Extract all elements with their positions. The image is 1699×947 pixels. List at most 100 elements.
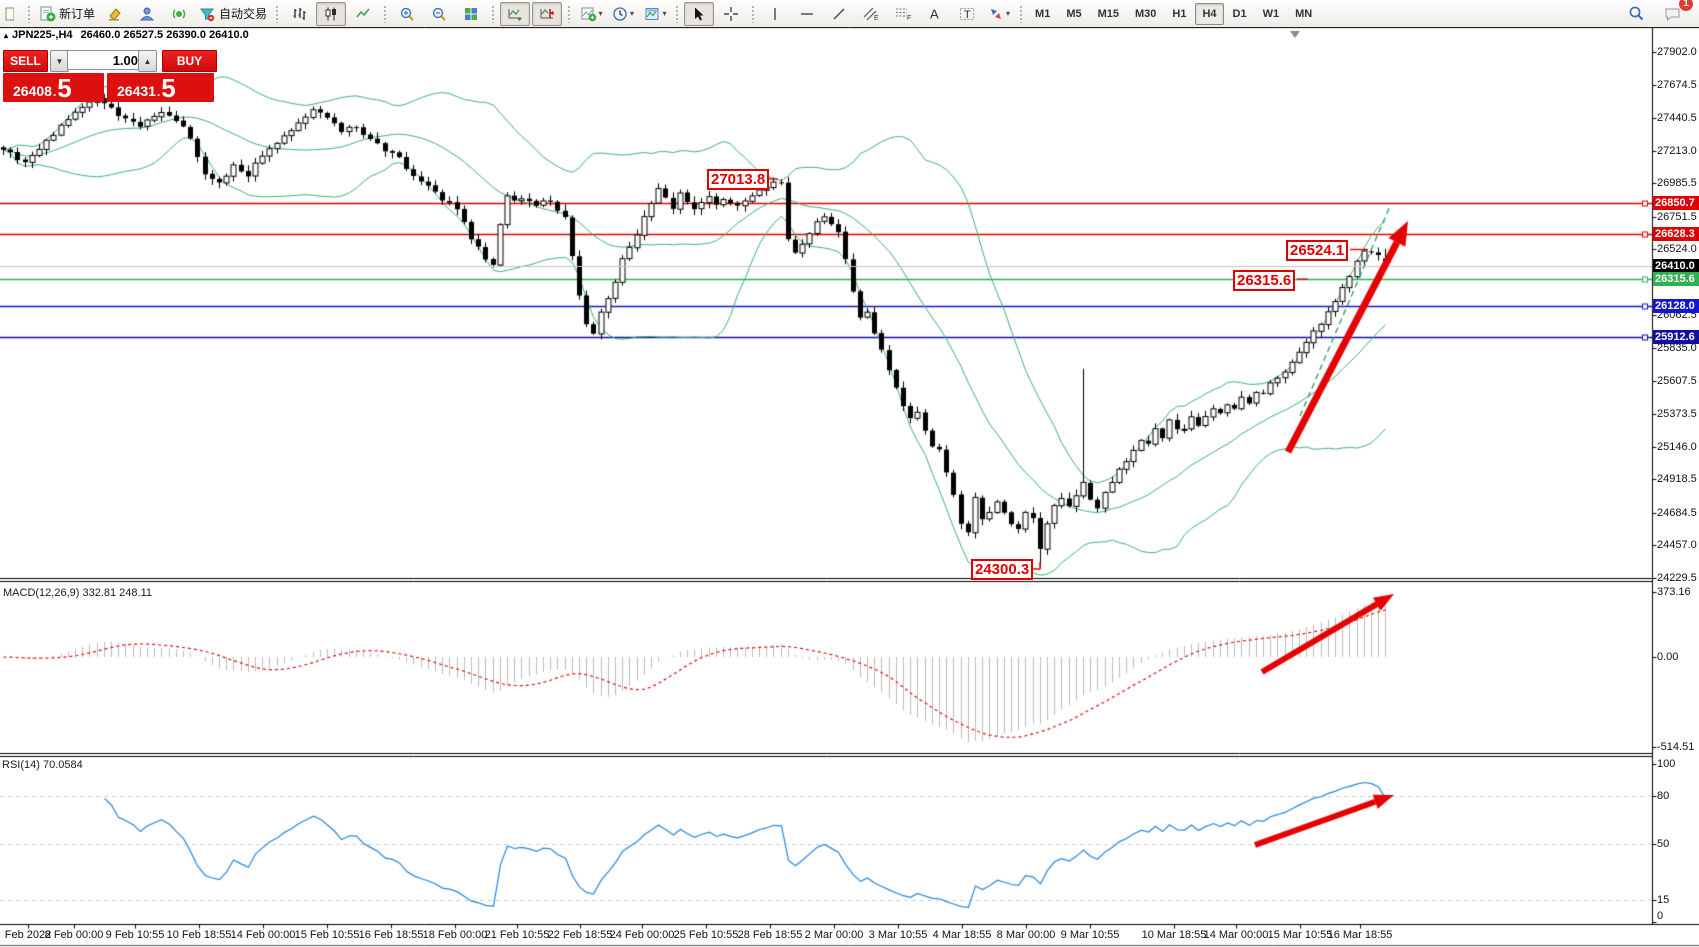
new-order-button[interactable]: 新订单: [36, 2, 98, 26]
macd-scale-label: 373.16: [1657, 585, 1691, 598]
time-axis-label: 22 Feb 18:55: [547, 929, 613, 941]
price-axis-tick: 25607.5: [1657, 374, 1697, 387]
timeframe-h4[interactable]: H4: [1195, 2, 1224, 25]
svg-text:A: A: [930, 6, 939, 21]
sell-price-display[interactable]: 26408 . 5: [3, 73, 104, 102]
zoom-out-button[interactable]: [424, 2, 454, 26]
sell-price-main: 26408: [13, 83, 52, 99]
chevron-down-icon: ▾: [1006, 9, 1011, 18]
vertical-line-tool[interactable]: [760, 2, 790, 26]
notifications-button[interactable]: 1: [1658, 0, 1693, 26]
time-axis-label: 9 Mar 10:55: [1060, 929, 1120, 941]
time-axis-label: 4 Mar 18:55: [932, 929, 992, 941]
new-order-icon: [40, 6, 56, 21]
new-order-label: 新订单: [59, 7, 96, 21]
templates-button[interactable]: ▾: [640, 2, 670, 26]
zoom-in-button[interactable]: [392, 2, 422, 26]
notification-badge: 1: [1679, 0, 1693, 11]
price-axis-tick: 26985.5: [1657, 177, 1697, 190]
chat-bubble-icon: [1665, 8, 1680, 21]
crosshair-tool-button[interactable]: [716, 2, 746, 26]
timeframe-h1[interactable]: H1: [1172, 7, 1187, 20]
accounts-button[interactable]: [132, 2, 162, 26]
sell-button[interactable]: SELL: [3, 50, 48, 72]
toolbar-grip: [567, 4, 573, 23]
price-axis-tick: 24918.5: [1657, 473, 1697, 486]
indicators-icon: [581, 7, 596, 21]
volume-input[interactable]: [67, 50, 143, 70]
timeframe-d1[interactable]: D1: [1232, 7, 1247, 20]
toolbar-grip: [275, 4, 281, 23]
time-axis-label: 2 Mar 00:00: [804, 929, 864, 941]
rsi-scale-label: 50: [1657, 838, 1670, 850]
rsi-scale-label: 100: [1657, 758, 1676, 770]
candlestick-chart-button[interactable]: [316, 1, 347, 26]
volume-decrease-button[interactable]: ▼: [50, 50, 69, 72]
buy-price-display[interactable]: 26431 . 5: [107, 73, 214, 102]
periods-button[interactable]: ▾: [608, 2, 638, 26]
text-label-tool[interactable]: T: [952, 2, 982, 26]
search-button[interactable]: [1621, 2, 1651, 26]
chart-shift-button[interactable]: [532, 1, 563, 26]
time-axis-label: 16 Mar 18:55: [1327, 929, 1393, 941]
eraser-button[interactable]: [100, 2, 130, 26]
time-axis-label: 16 Feb 18:55: [358, 929, 424, 941]
indicators-button[interactable]: ▾: [576, 2, 606, 26]
chart-title-row: ▴ JPN225-,H4 26460.0 26527.5 26390.0 264…: [2, 29, 249, 41]
text-tool[interactable]: A: [920, 2, 950, 26]
arrows-tool[interactable]: ▾: [984, 2, 1014, 26]
template-icon: [645, 7, 659, 20]
price-callout-label[interactable]: 26524.1: [1286, 240, 1349, 261]
timeframe-m5[interactable]: M5: [1066, 7, 1082, 20]
price-axis-tick: 27902.0: [1657, 46, 1697, 58]
buy-price-big-digit: 5: [161, 73, 176, 103]
price-axis-marker: 25912.6: [1653, 329, 1699, 344]
cursor-tool-button[interactable]: [684, 1, 715, 26]
auto-trading-button[interactable]: 自动交易: [196, 2, 270, 26]
price-axis-tick: 27440.5: [1657, 112, 1697, 125]
chart-canvas[interactable]: [0, 27, 1699, 947]
signal-icon: [172, 9, 186, 18]
bar-chart-button[interactable]: [284, 2, 314, 26]
price-axis-tick: 24457.0: [1657, 539, 1697, 552]
user-icon: [139, 7, 155, 20]
trendline-tool[interactable]: [824, 2, 854, 26]
price-callout-label[interactable]: 26315.6: [1233, 270, 1296, 291]
horizontal-line-tool[interactable]: [792, 2, 822, 26]
line-chart-button[interactable]: [348, 2, 378, 26]
search-icon: [1629, 6, 1644, 20]
price-callout-label[interactable]: 24300.3: [971, 559, 1034, 580]
rsi-indicator-label: RSI(14) 70.0584: [2, 759, 83, 771]
timeframe-m1[interactable]: M1: [1035, 7, 1051, 20]
time-axis-label: 10 Mar 18:55: [1141, 929, 1207, 941]
auto-scroll-icon: [508, 8, 523, 21]
arrows-shapes-icon: [991, 8, 1002, 19]
time-axis-label: 3 Mar 10:55: [868, 929, 928, 941]
timeframe-mn[interactable]: MN: [1295, 7, 1313, 20]
time-axis-label: 24 Feb 00:00: [609, 929, 675, 941]
text-a-icon: A: [930, 6, 939, 21]
volume-increase-button[interactable]: ▲: [138, 50, 157, 72]
trendline-icon: [833, 8, 845, 19]
fibonacci-tool[interactable]: F: [888, 2, 918, 26]
auto-scroll-button[interactable]: [500, 1, 531, 26]
svg-text:E: E: [874, 15, 879, 22]
cursor-icon: [695, 7, 704, 20]
signals-button[interactable]: [164, 2, 194, 26]
timeframe-m30[interactable]: M30: [1135, 7, 1157, 20]
time-axis-label: Feb 2022: [4, 929, 52, 941]
tile-windows-button[interactable]: [456, 2, 486, 26]
timeframe-w1[interactable]: W1: [1262, 7, 1280, 20]
eraser-icon: [109, 7, 121, 21]
buy-button[interactable]: BUY: [162, 50, 217, 72]
price-axis-marker: 26628.3: [1653, 227, 1699, 242]
price-callout-label[interactable]: 27013.8: [707, 169, 770, 190]
equidistant-channel-tool[interactable]: E: [856, 2, 886, 26]
buy-price-main: 26431: [117, 83, 156, 99]
price-axis-marker: 26128.0: [1653, 299, 1699, 314]
bar-chart-icon: [293, 7, 306, 20]
toolbar-right: 1: [1620, 0, 1699, 26]
timeframe-m15[interactable]: M15: [1097, 7, 1119, 20]
chart-pointer-icon: ▴: [4, 30, 9, 40]
chart-ohlc-values: 26460.0 26527.5 26390.0 26410.0: [80, 29, 249, 41]
